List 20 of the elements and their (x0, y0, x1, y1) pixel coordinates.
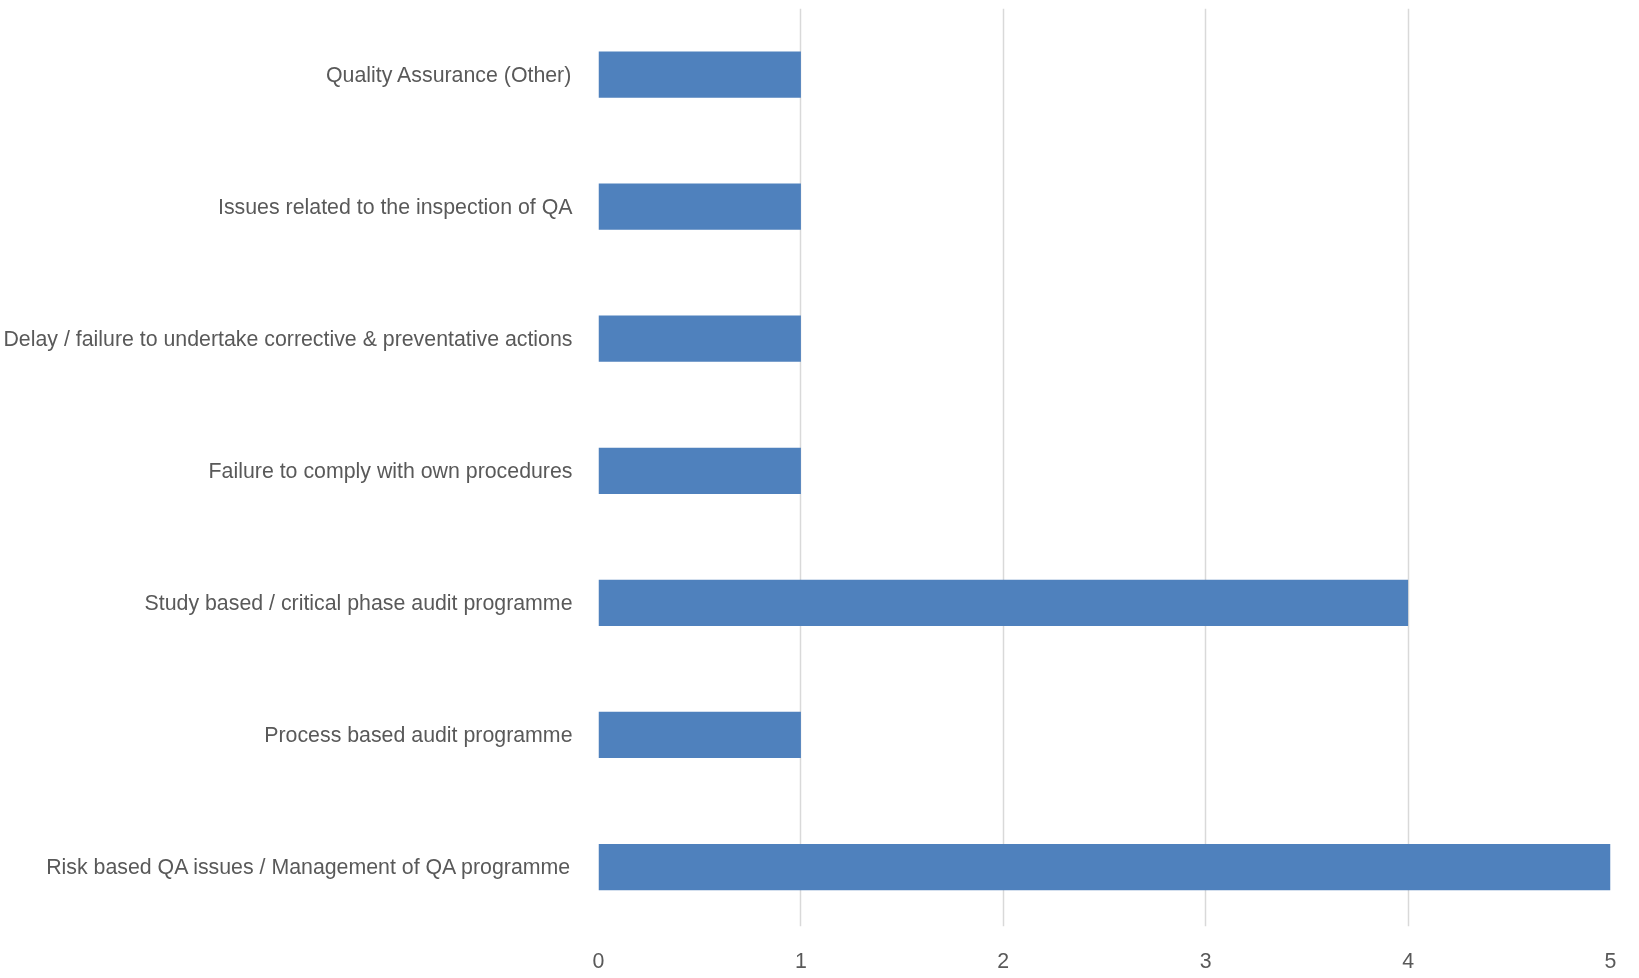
bar (598, 843, 1611, 891)
bar (598, 447, 801, 494)
x-tick-label: 5 (1604, 948, 1617, 973)
y-tick-label: Study based / critical phase audit programme (144, 590, 573, 615)
x-tick-label: 3 (1199, 948, 1212, 973)
x-tick-label: 2 (997, 948, 1010, 973)
y-tick-label: Quality Assurance (Other) (325, 62, 572, 87)
x-tick-label: 1 (794, 948, 807, 973)
bar (598, 711, 801, 759)
y-tick-label: Issues related to the inspection of QA (218, 194, 574, 219)
bar (598, 579, 1409, 626)
x-tick-label: 0 (592, 948, 605, 973)
bar (598, 183, 801, 230)
y-tick-label: Failure to comply with own procedures (208, 458, 573, 483)
y-tick-label: Risk based QA issues / Management of QA programme (46, 855, 571, 880)
x-tick-label: 4 (1402, 948, 1415, 973)
bar (598, 51, 801, 98)
y-tick-label: Process based audit programme (264, 722, 573, 747)
bar (598, 315, 801, 362)
y-tick-label: Delay / failure to undertake corrective & preventative actions (3, 326, 573, 351)
